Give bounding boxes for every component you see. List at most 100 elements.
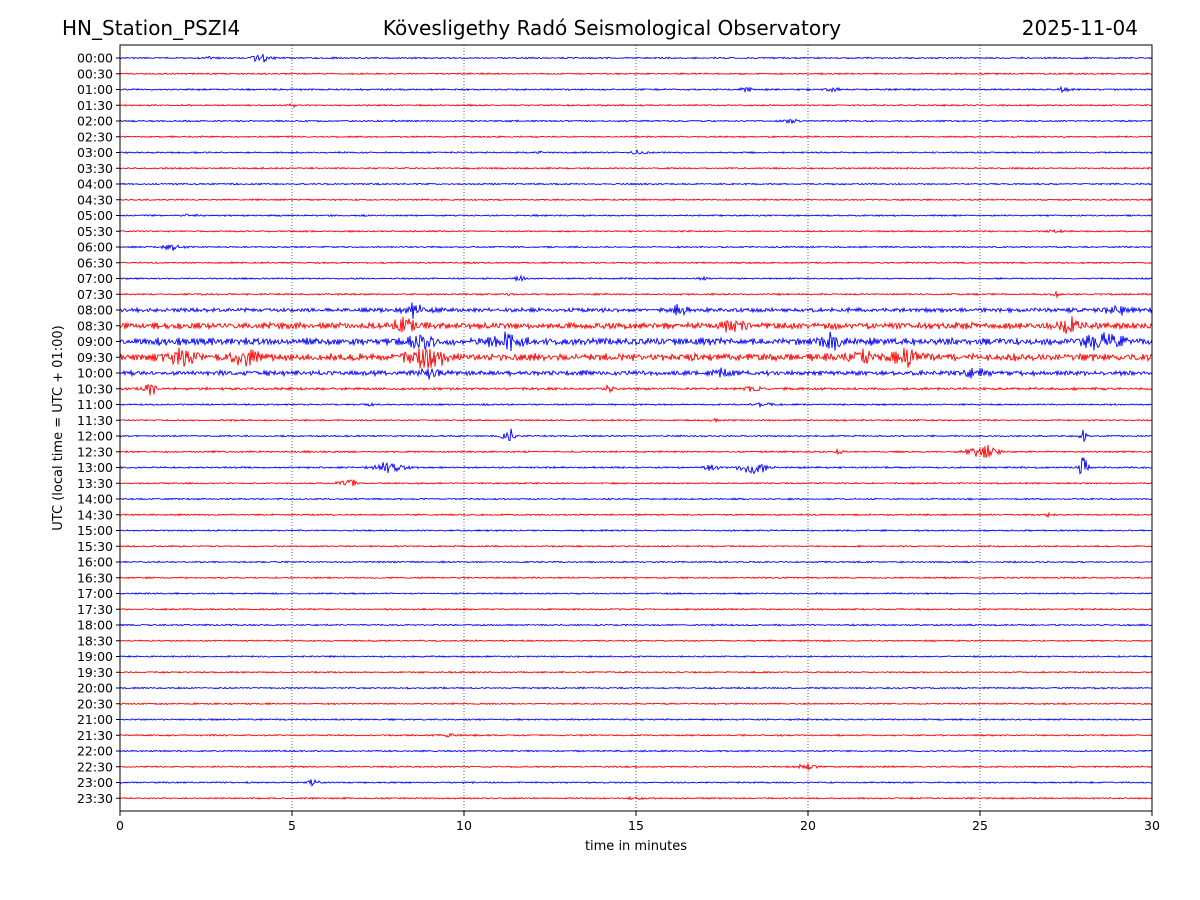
y-tick-label: 13:00 bbox=[77, 460, 113, 475]
trace-0430 bbox=[119, 198, 1153, 202]
y-axis-ticks: 00:0000:3001:0001:3002:0002:3003:0003:30… bbox=[77, 51, 120, 806]
y-tick-label: 21:00 bbox=[77, 712, 113, 727]
y-tick-label: 20:30 bbox=[77, 696, 113, 711]
trace-1230 bbox=[119, 444, 1153, 458]
trace-2330 bbox=[119, 795, 1153, 801]
trace-2000 bbox=[119, 686, 1153, 690]
y-tick-label: 01:00 bbox=[77, 82, 113, 97]
y-tick-label: 22:00 bbox=[77, 744, 113, 759]
y-tick-label: 20:00 bbox=[77, 681, 113, 696]
trace-0830 bbox=[119, 316, 1153, 334]
y-tick-label: 02:00 bbox=[77, 114, 113, 129]
y-tick-label: 19:00 bbox=[77, 649, 113, 664]
y-tick-label: 19:30 bbox=[77, 665, 113, 680]
x-tick-label: 25 bbox=[972, 818, 988, 833]
y-tick-label: 04:00 bbox=[77, 177, 113, 192]
y-tick-label: 15:30 bbox=[77, 539, 113, 554]
trace-0530 bbox=[119, 228, 1153, 234]
trace-2030 bbox=[119, 701, 1153, 706]
trace-2200 bbox=[119, 749, 1153, 753]
trace-0130 bbox=[119, 102, 1153, 109]
y-tick-label: 12:00 bbox=[77, 429, 113, 444]
y-tick-label: 18:00 bbox=[77, 618, 113, 633]
trace-1400 bbox=[119, 497, 1153, 501]
y-tick-label: 04:30 bbox=[77, 192, 113, 207]
trace-0000 bbox=[119, 54, 1153, 63]
trace-0300 bbox=[119, 148, 1153, 155]
y-tick-label: 06:30 bbox=[77, 255, 113, 270]
x-tick-label: 0 bbox=[116, 818, 124, 833]
trace-0600 bbox=[119, 244, 1153, 251]
x-axis-label: time in minutes bbox=[585, 839, 687, 854]
trace-1700 bbox=[119, 591, 1153, 596]
y-tick-label: 08:00 bbox=[77, 303, 113, 318]
trace-1000 bbox=[119, 367, 1153, 380]
y-tick-label: 09:30 bbox=[77, 350, 113, 365]
trace-0200 bbox=[119, 118, 1153, 125]
trace-1100 bbox=[119, 401, 1153, 409]
trace-1600 bbox=[119, 560, 1153, 564]
trace-1730 bbox=[119, 607, 1153, 612]
y-tick-label: 18:30 bbox=[77, 633, 113, 648]
trace-0500 bbox=[119, 213, 1153, 218]
y-tick-label: 16:30 bbox=[77, 570, 113, 585]
y-tick-label: 08:30 bbox=[77, 318, 113, 333]
y-tick-label: 23:00 bbox=[77, 775, 113, 790]
y-tick-label: 11:30 bbox=[77, 413, 113, 428]
y-tick-label: 10:30 bbox=[77, 381, 113, 396]
trace-1830 bbox=[119, 639, 1153, 643]
y-tick-label: 22:30 bbox=[77, 759, 113, 774]
y-tick-label: 16:00 bbox=[77, 555, 113, 570]
trace-2100 bbox=[119, 717, 1153, 722]
trace-1030 bbox=[119, 383, 1153, 396]
trace-0630 bbox=[119, 261, 1153, 265]
x-tick-label: 5 bbox=[288, 818, 296, 833]
y-tick-label: 17:00 bbox=[77, 586, 113, 601]
y-tick-label: 23:30 bbox=[77, 791, 113, 806]
y-tick-label: 10:00 bbox=[77, 366, 113, 381]
y-tick-label: 03:30 bbox=[77, 161, 113, 176]
trace-0030 bbox=[119, 72, 1153, 76]
y-tick-label: 06:00 bbox=[77, 240, 113, 255]
y-tick-label: 02:30 bbox=[77, 129, 113, 144]
trace-1530 bbox=[119, 544, 1153, 548]
y-tick-label: 00:00 bbox=[77, 51, 113, 66]
trace-0330 bbox=[119, 166, 1153, 170]
y-tick-label: 14:00 bbox=[77, 492, 113, 507]
y-tick-label: 13:30 bbox=[77, 476, 113, 491]
trace-1430 bbox=[119, 511, 1153, 519]
x-tick-label: 20 bbox=[800, 818, 816, 833]
y-tick-label: 07:30 bbox=[77, 287, 113, 302]
trace-0930 bbox=[119, 347, 1153, 369]
trace-1800 bbox=[119, 623, 1153, 627]
trace-group bbox=[119, 54, 1153, 801]
trace-0700 bbox=[119, 274, 1153, 283]
y-tick-label: 07:00 bbox=[77, 271, 113, 286]
y-tick-label: 17:30 bbox=[77, 602, 113, 617]
trace-0230 bbox=[119, 135, 1153, 139]
y-tick-label: 09:00 bbox=[77, 334, 113, 349]
trace-2130 bbox=[119, 732, 1153, 738]
y-tick-label: 11:00 bbox=[77, 397, 113, 412]
trace-0400 bbox=[119, 182, 1153, 186]
date-title: 2025-11-04 bbox=[1022, 16, 1138, 40]
station-title: HN_Station_PSZI4 bbox=[62, 16, 240, 40]
trace-1330 bbox=[119, 479, 1153, 487]
trace-0100 bbox=[119, 85, 1153, 94]
y-tick-label: 01:30 bbox=[77, 98, 113, 113]
trace-1630 bbox=[119, 576, 1153, 580]
trace-0800 bbox=[119, 302, 1153, 319]
y-tick-label: 00:30 bbox=[77, 66, 113, 81]
y-tick-label: 15:00 bbox=[77, 523, 113, 538]
trace-1130 bbox=[119, 417, 1153, 424]
y-tick-label: 05:00 bbox=[77, 208, 113, 223]
x-tick-label: 15 bbox=[628, 818, 644, 833]
y-tick-label: 21:30 bbox=[77, 728, 113, 743]
grid-lines bbox=[291, 45, 981, 811]
observatory-title: Kövesligethy Radó Seismological Observat… bbox=[383, 16, 841, 40]
trace-0900 bbox=[119, 331, 1153, 352]
trace-1900 bbox=[119, 654, 1153, 659]
y-tick-label: 05:30 bbox=[77, 224, 113, 239]
y-tick-label: 03:00 bbox=[77, 145, 113, 160]
